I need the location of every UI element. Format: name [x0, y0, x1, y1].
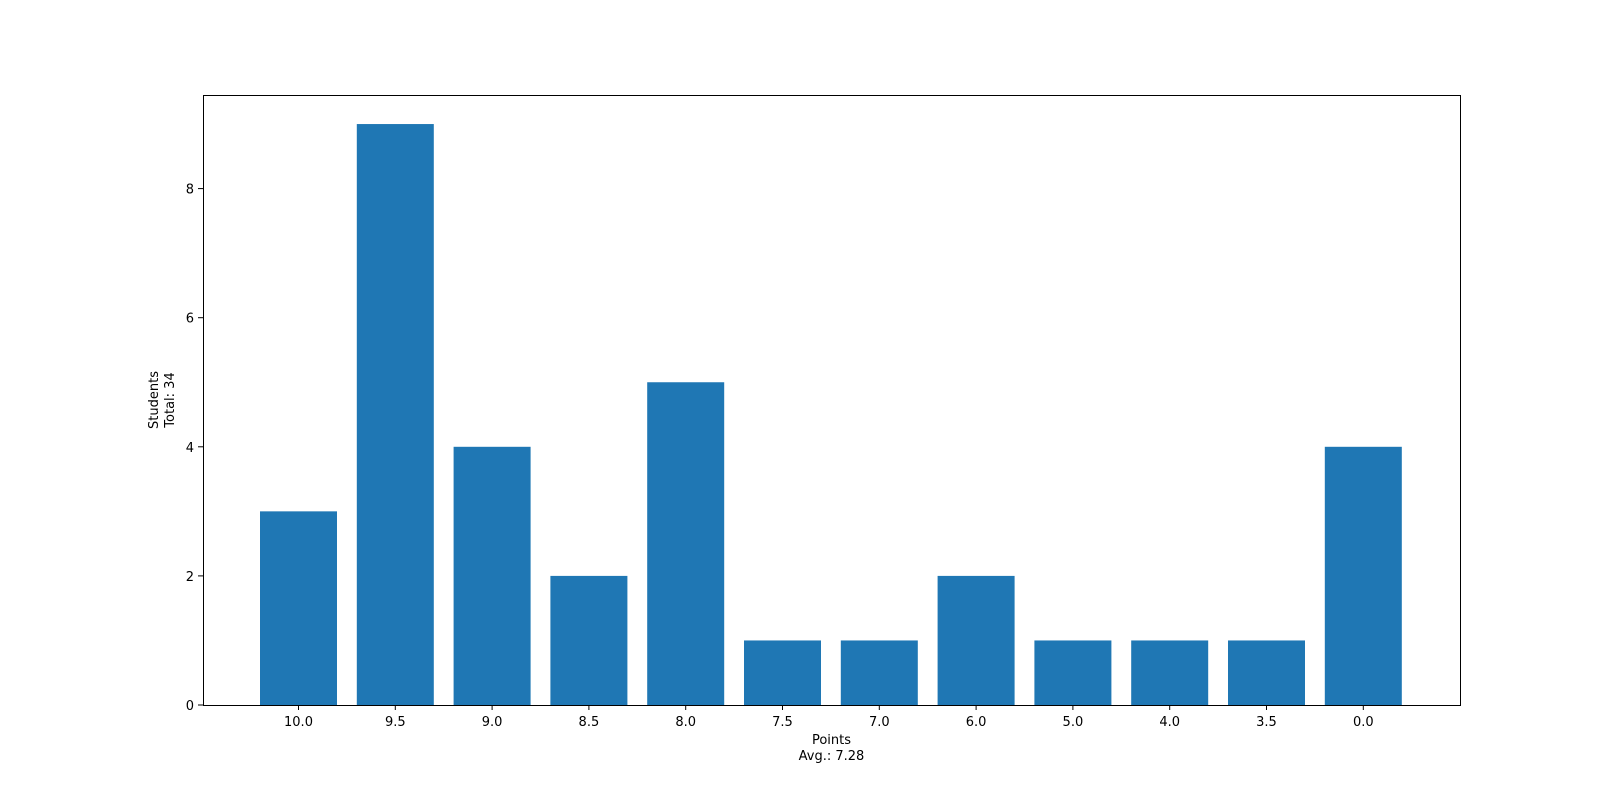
y-tick-label: 8 [186, 183, 194, 198]
y-tick-label: 2 [186, 570, 194, 585]
plot-frame [203, 95, 1461, 706]
x-tick-label: 10.0 [284, 715, 313, 730]
x-axis-average-label: Avg.: 7.28 [799, 749, 865, 764]
x-tick-label: 9.0 [482, 715, 503, 730]
y-tick-label: 4 [186, 441, 194, 456]
y-axis: 0 2 4 6 8 [186, 183, 203, 714]
x-tick-label: 8.5 [579, 715, 600, 730]
bar-9.0 [453, 446, 531, 705]
y-tick-label: 6 [186, 312, 194, 327]
x-tick-label: 4.0 [1159, 715, 1180, 730]
bar-3.5 [1228, 640, 1305, 705]
y-axis-total-label: Total: 34 [163, 372, 178, 428]
x-tick-label: 5.0 [1063, 715, 1084, 730]
x-tick-label: 7.5 [772, 715, 793, 730]
bar-8.0 [647, 382, 725, 705]
bar-7.5 [744, 640, 821, 705]
bar-6.0 [937, 575, 1015, 705]
x-axis: 10.0 9.5 9.0 8.5 8.0 7.5 7.0 6.0 5.0 4.0 3.5 0.0 [284, 705, 1374, 730]
bars-group [260, 124, 1402, 706]
x-tick-label: 6.0 [966, 715, 987, 730]
bar-9.5 [356, 124, 434, 706]
y-axis-label: Students [147, 371, 162, 429]
bar-5.0 [1034, 640, 1112, 705]
bar-10.0 [260, 511, 337, 705]
x-tick-label: 7.0 [869, 715, 890, 730]
x-tick-label: 0.0 [1353, 715, 1374, 730]
bar-0.0 [1324, 446, 1402, 705]
x-tick-label: 8.0 [675, 715, 696, 730]
y-tick-label: 0 [186, 699, 194, 714]
bar-8.5 [550, 575, 628, 705]
x-tick-label: 9.5 [385, 715, 406, 730]
bar-4.0 [1131, 640, 1209, 705]
x-axis-label: Points [812, 733, 851, 748]
x-tick-label: 3.5 [1256, 715, 1277, 730]
bar-7.0 [840, 640, 918, 705]
